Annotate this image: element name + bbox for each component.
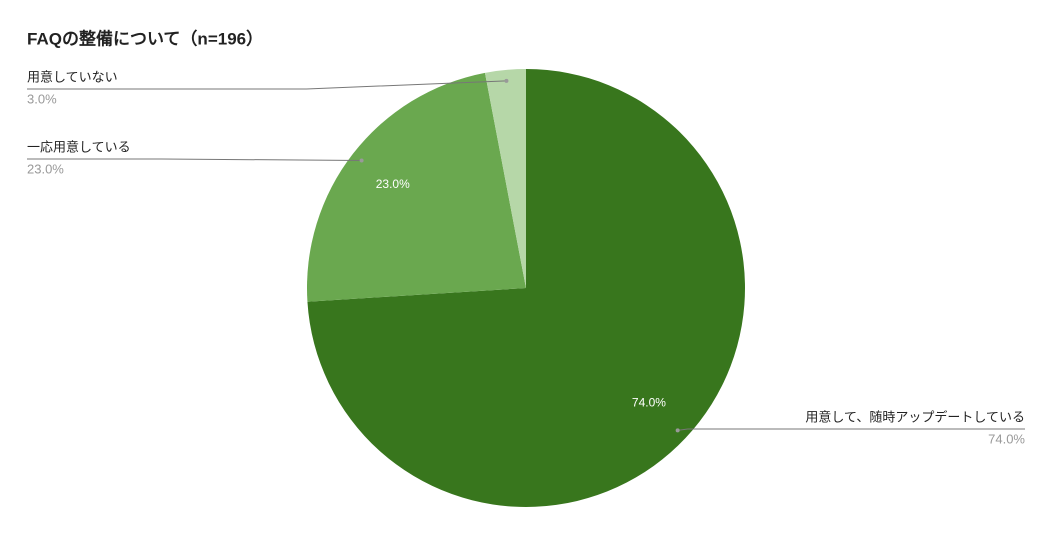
leader-line <box>677 428 1025 431</box>
legend-label: 用意して、随時アップデートしている <box>805 409 1025 424</box>
legend-value: 74.0% <box>988 431 1025 446</box>
leader-line <box>27 80 507 90</box>
leader-dot <box>504 78 509 83</box>
legend-label: 一応用意している <box>27 139 131 154</box>
pie-slice <box>307 69 745 507</box>
slice-label: 23.0% <box>376 177 410 191</box>
legend-label: 用意していない <box>27 69 118 84</box>
legend-value: 23.0% <box>27 161 64 176</box>
chart-title: FAQの整備について（n=196） <box>27 28 263 48</box>
pie-slice <box>484 69 526 288</box>
leader-dot <box>359 158 364 163</box>
legend-value: 3.0% <box>27 91 57 106</box>
leader-line <box>27 158 362 161</box>
slice-label: 74.0% <box>632 396 666 410</box>
leader-dot <box>675 428 680 433</box>
pie-slice <box>307 72 526 302</box>
